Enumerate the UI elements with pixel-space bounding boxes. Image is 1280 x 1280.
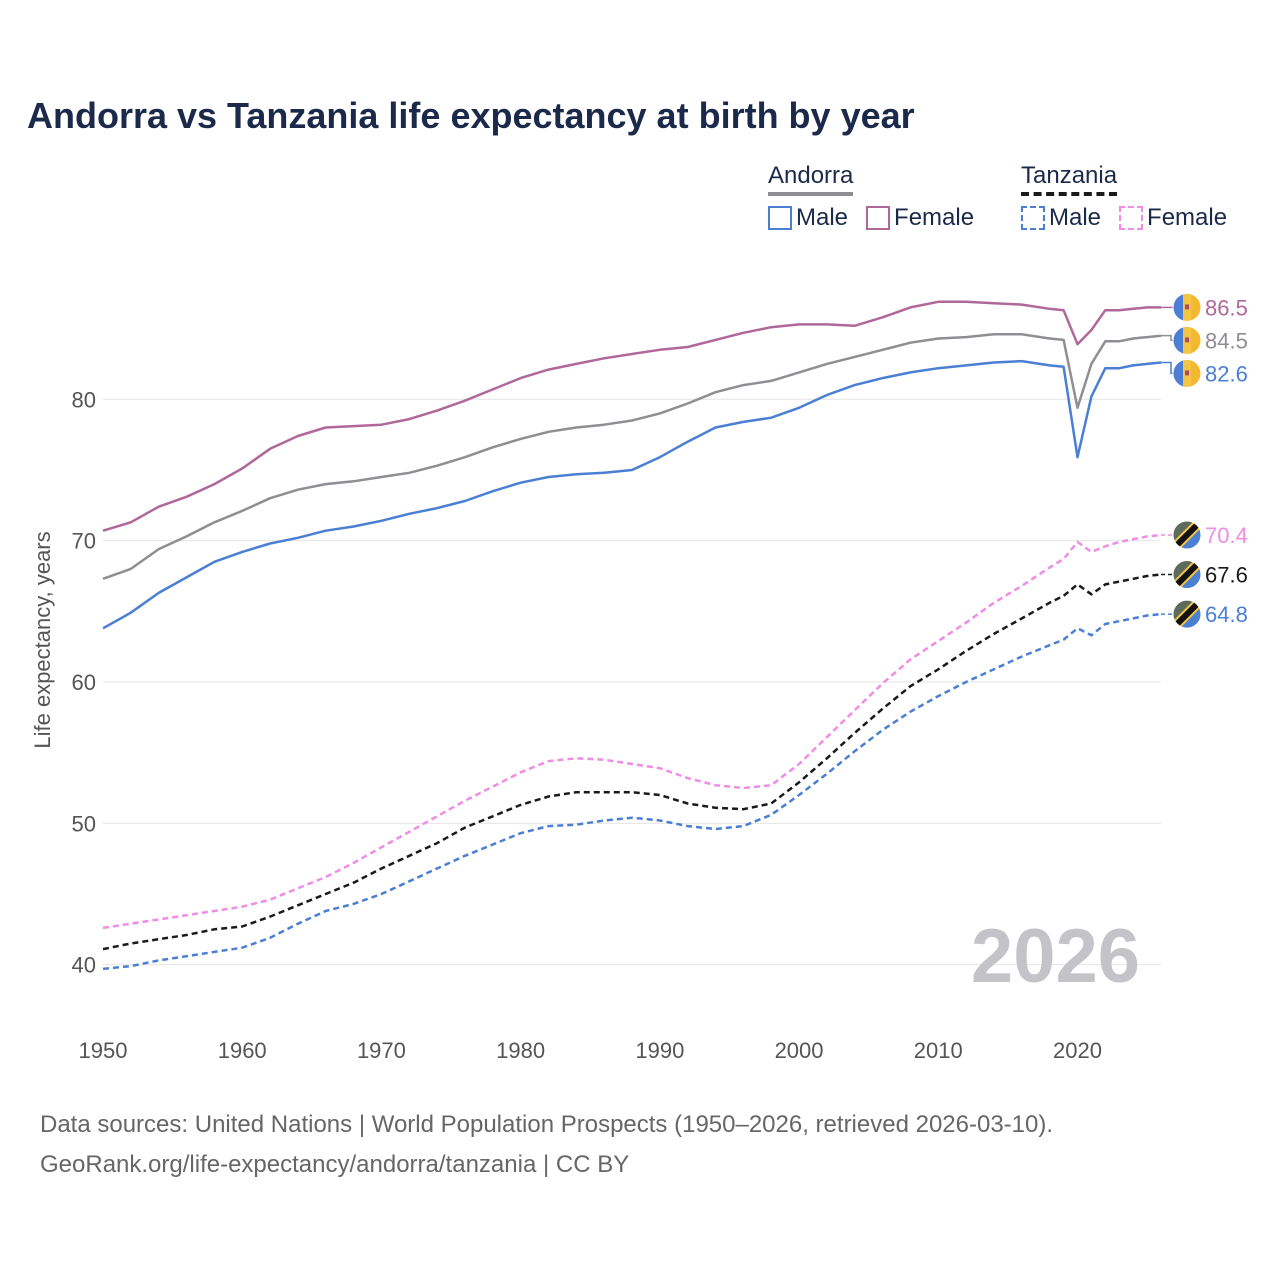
flag-andorra-stripes xyxy=(1173,293,1201,322)
flag-band-black xyxy=(1173,520,1201,549)
flag-andorra-crest xyxy=(1185,304,1189,310)
source-note: Data sources: United Nations | World Pop… xyxy=(40,1105,1053,1185)
end-value-label: 64.8 xyxy=(1205,602,1248,627)
series-line-tanzania-both[interactable] xyxy=(102,573,1162,951)
source-line-1: Data sources: United Nations | World Pop… xyxy=(40,1111,1054,1138)
legend-tanzania-label: Tanzania xyxy=(1021,162,1118,196)
legend-andorra-male[interactable]: Male xyxy=(768,204,848,232)
series-lines xyxy=(102,300,1162,971)
flag-tanzania-icon xyxy=(1172,560,1202,590)
legend-andorra-female-label: Female xyxy=(894,204,975,231)
x-tick-label: 1960 xyxy=(218,1038,267,1063)
series-line-tanzania-male[interactable] xyxy=(102,612,1162,971)
legend-swatch-tanzania-male xyxy=(1021,206,1045,230)
flag-andorra-stripes xyxy=(1173,359,1201,388)
flag-andorra-icon xyxy=(1172,325,1202,355)
x-tick-label: 2020 xyxy=(1053,1038,1102,1063)
legend-tanzania-female[interactable]: Female xyxy=(1119,204,1227,232)
legend-swatch-tanzania-female xyxy=(1119,206,1144,230)
series-line-andorra-male[interactable] xyxy=(102,359,1162,630)
legend-andorra-female[interactable]: Female xyxy=(866,204,974,232)
legend-tanzania-female-label: Female xyxy=(1147,204,1228,231)
x-tick-label: 1970 xyxy=(357,1038,406,1063)
x-tick-label: 1950 xyxy=(79,1038,128,1063)
flag-ring xyxy=(1172,520,1202,550)
x-tick-label: 2000 xyxy=(775,1038,824,1063)
flag-stripe-blue xyxy=(1173,326,1183,355)
flag-tanzania-icon xyxy=(1172,599,1202,629)
flag-tanzania-icon xyxy=(1172,520,1202,550)
y-tick-label: 60 xyxy=(72,670,96,695)
legend-andorra: Andorra Male Female xyxy=(768,162,974,232)
end-value-label: 84.5 xyxy=(1205,328,1248,353)
x-tick-label: 1990 xyxy=(635,1038,684,1063)
flag-band-black xyxy=(1173,560,1201,589)
flag-stripe-gold xyxy=(1191,359,1201,388)
x-tick-label: 1980 xyxy=(496,1038,545,1063)
flag-andorra-crest xyxy=(1185,370,1189,376)
end-connector xyxy=(1161,334,1173,342)
chart-title: Andorra vs Tanzania life expectancy at b… xyxy=(27,95,915,136)
grid-lines xyxy=(103,398,1161,966)
y-tick-label: 70 xyxy=(72,529,96,554)
y-axis-label: Life expectancy, years xyxy=(30,531,55,748)
y-tick-label: 80 xyxy=(72,387,96,412)
flag-andorra-icon xyxy=(1172,292,1202,322)
series-line-andorra-female[interactable] xyxy=(102,300,1161,532)
series-line-tanzania-female[interactable] xyxy=(102,533,1162,930)
x-tick-label: 2010 xyxy=(914,1038,963,1063)
legend-swatch-andorra-female xyxy=(866,206,891,230)
flag-stripe-blue xyxy=(1173,293,1183,322)
flag-ring xyxy=(1172,292,1202,322)
axes: 40 50 60 70 80 1950 1960 1970 1980 1990 2000 2010 20… xyxy=(72,387,1102,1063)
year-watermark: 2026 xyxy=(971,914,1140,999)
flag-ring xyxy=(1172,358,1202,388)
end-value-label: 67.6 xyxy=(1205,563,1248,588)
line-chart: 40 50 60 70 80 1950 1960 1970 1980 1990 2000 2010 20… xyxy=(30,292,1248,1063)
flag-stripe-gold xyxy=(1191,326,1201,355)
flag-tanzania-field xyxy=(1173,560,1201,589)
end-markers: 86.5 84.5 82.6 70.4 67.6 64.8 xyxy=(1161,292,1248,629)
legend-tanzania: Tanzania Male Female xyxy=(1021,162,1227,232)
end-value-label: 82.6 xyxy=(1205,361,1248,386)
flag-andorra-stripes xyxy=(1173,326,1201,355)
flag-tanzania-field xyxy=(1173,520,1201,549)
end-value-label: 70.4 xyxy=(1205,523,1248,548)
flag-andorra-crest xyxy=(1185,337,1189,343)
flag-andorra-icon xyxy=(1172,358,1202,388)
legend-andorra-label: Andorra xyxy=(768,162,854,196)
end-connector xyxy=(1161,361,1173,375)
flag-ring xyxy=(1172,560,1202,590)
series-line-andorra-both[interactable] xyxy=(102,333,1162,580)
flag-tanzania-field xyxy=(1173,600,1201,629)
legend-tanzania-male-label: Male xyxy=(1049,204,1102,231)
legend-swatch-andorra-male xyxy=(768,206,792,230)
flag-ring xyxy=(1172,599,1202,629)
y-tick-label: 40 xyxy=(72,953,96,978)
legend-andorra-male-label: Male xyxy=(796,204,849,231)
flag-band-black xyxy=(1173,600,1201,629)
flag-stripe-blue xyxy=(1173,359,1183,388)
end-value-label: 86.5 xyxy=(1205,295,1248,320)
legend-tanzania-male[interactable]: Male xyxy=(1021,204,1101,232)
flag-stripe-gold xyxy=(1191,293,1201,322)
flag-ring xyxy=(1172,325,1202,355)
y-tick-label: 50 xyxy=(72,811,96,836)
source-line-2[interactable]: GeoRank.org/life-expectancy/andorra/tanz… xyxy=(40,1151,630,1178)
